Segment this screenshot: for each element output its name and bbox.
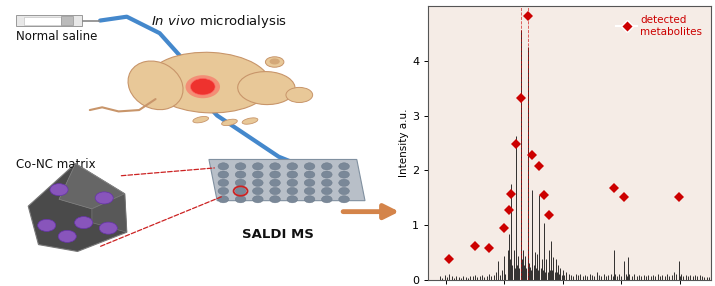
Text: SALDI MS: SALDI MS [242,228,314,241]
Circle shape [287,171,297,178]
Circle shape [50,184,68,196]
Ellipse shape [270,58,280,64]
Circle shape [304,171,315,178]
Circle shape [339,188,350,194]
Circle shape [185,75,220,98]
Circle shape [339,196,350,203]
Ellipse shape [147,52,270,113]
Polygon shape [28,164,127,251]
Circle shape [287,179,297,186]
Circle shape [218,163,229,170]
Circle shape [339,179,350,186]
Circle shape [270,171,280,178]
Circle shape [270,179,280,186]
Polygon shape [92,194,127,232]
Circle shape [190,78,215,95]
Circle shape [287,163,297,170]
Bar [24,17,61,25]
Circle shape [287,196,297,203]
Circle shape [235,188,246,194]
Circle shape [322,171,332,178]
Circle shape [218,179,229,186]
Circle shape [218,188,229,194]
Circle shape [235,196,246,203]
Circle shape [322,163,332,170]
Text: Co-NC matrix: Co-NC matrix [16,158,96,171]
Circle shape [235,171,246,178]
Circle shape [58,230,77,243]
Legend: detected
metabolites: detected metabolites [612,11,706,41]
Circle shape [304,196,315,203]
Circle shape [235,179,246,186]
Circle shape [74,217,93,229]
Polygon shape [59,164,124,209]
Polygon shape [209,160,365,201]
Bar [16,15,82,26]
Text: $\it{In}$ $\it{vivo}$ microdialysis: $\it{In}$ $\it{vivo}$ microdialysis [152,13,287,29]
Circle shape [252,171,263,178]
Circle shape [304,188,315,194]
Ellipse shape [128,61,183,110]
Y-axis label: Intensity a.u.: Intensity a.u. [399,109,409,177]
Circle shape [252,179,263,186]
Circle shape [252,196,263,203]
Ellipse shape [265,57,284,67]
Circle shape [287,188,297,194]
Circle shape [99,222,117,234]
Circle shape [235,163,246,170]
Circle shape [252,163,263,170]
Circle shape [322,179,332,186]
Bar [61,16,74,25]
Ellipse shape [286,88,312,102]
Circle shape [218,196,229,203]
Circle shape [339,163,350,170]
Circle shape [270,163,280,170]
Circle shape [322,188,332,194]
Ellipse shape [193,116,209,123]
Circle shape [218,171,229,178]
Circle shape [252,188,263,194]
Circle shape [304,163,315,170]
Circle shape [339,171,350,178]
Ellipse shape [242,118,258,124]
Ellipse shape [222,119,237,126]
Circle shape [322,196,332,203]
Circle shape [270,188,280,194]
Ellipse shape [237,72,295,105]
Circle shape [304,179,315,186]
Circle shape [270,196,280,203]
Circle shape [38,219,56,231]
Circle shape [95,192,113,204]
Text: Normal saline: Normal saline [16,30,97,43]
